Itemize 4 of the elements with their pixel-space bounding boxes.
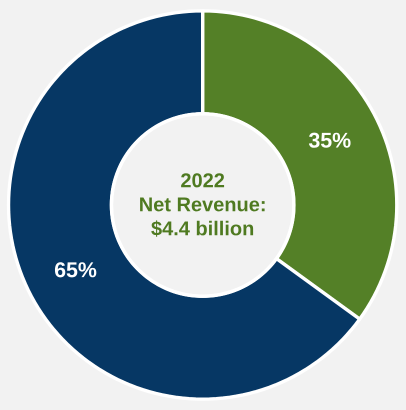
data-label: 65%	[54, 262, 96, 278]
text: Net Revenue: $4.4 billion	[140, 197, 265, 237]
data-label: 35%	[308, 132, 351, 148]
text: 2022	[181, 173, 224, 188]
